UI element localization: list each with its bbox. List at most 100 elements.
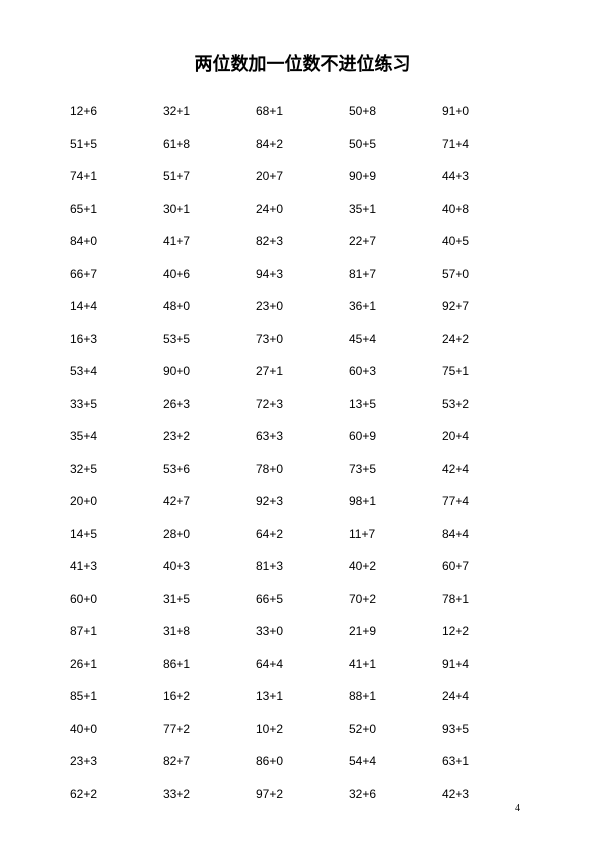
problem-cell: 84+4 xyxy=(442,527,535,541)
problem-cell: 28+0 xyxy=(163,527,256,541)
problem-cell: 32+5 xyxy=(70,462,163,476)
problem-cell: 75+1 xyxy=(442,364,535,378)
problem-cell: 93+5 xyxy=(442,722,535,736)
problem-cell: 78+0 xyxy=(256,462,349,476)
problem-row: 40+077+210+252+093+5 xyxy=(70,722,535,736)
problem-cell: 32+1 xyxy=(163,104,256,118)
problem-cell: 68+1 xyxy=(256,104,349,118)
problem-cell: 26+1 xyxy=(70,657,163,671)
problem-cell: 42+7 xyxy=(163,494,256,508)
problem-cell: 51+7 xyxy=(163,169,256,183)
problem-row: 32+553+678+073+542+4 xyxy=(70,462,535,476)
problem-cell: 40+0 xyxy=(70,722,163,736)
problem-cell: 50+5 xyxy=(349,137,442,151)
problem-cell: 94+3 xyxy=(256,267,349,281)
problem-cell: 35+4 xyxy=(70,429,163,443)
page-title: 两位数加一位数不进位练习 xyxy=(70,50,535,76)
problem-cell: 45+4 xyxy=(349,332,442,346)
problem-cell: 86+1 xyxy=(163,657,256,671)
problem-cell: 60+0 xyxy=(70,592,163,606)
problem-row: 35+423+263+360+920+4 xyxy=(70,429,535,443)
problem-cell: 20+4 xyxy=(442,429,535,443)
problem-cell: 74+1 xyxy=(70,169,163,183)
problem-cell: 21+9 xyxy=(349,624,442,638)
problem-cell: 65+1 xyxy=(70,202,163,216)
problem-cell: 50+8 xyxy=(349,104,442,118)
problem-cell: 42+3 xyxy=(442,787,535,801)
problem-cell: 84+0 xyxy=(70,234,163,248)
page-number: 4 xyxy=(515,803,520,814)
problem-cell: 36+1 xyxy=(349,299,442,313)
problem-row: 87+131+833+021+912+2 xyxy=(70,624,535,638)
problem-cell: 13+5 xyxy=(349,397,442,411)
problem-cell: 26+3 xyxy=(163,397,256,411)
problem-cell: 40+2 xyxy=(349,559,442,573)
problem-row: 16+353+573+045+424+2 xyxy=(70,332,535,346)
problem-cell: 22+7 xyxy=(349,234,442,248)
problem-cell: 82+7 xyxy=(163,754,256,768)
problem-cell: 63+1 xyxy=(442,754,535,768)
problem-cell: 16+3 xyxy=(70,332,163,346)
problem-cell: 78+1 xyxy=(442,592,535,606)
problem-cell: 61+8 xyxy=(163,137,256,151)
problem-row: 65+130+124+035+140+8 xyxy=(70,202,535,216)
problem-cell: 85+1 xyxy=(70,689,163,703)
problem-cell: 33+2 xyxy=(163,787,256,801)
problem-row: 23+382+786+054+463+1 xyxy=(70,754,535,768)
problem-cell: 23+2 xyxy=(163,429,256,443)
problem-cell: 14+5 xyxy=(70,527,163,541)
problem-cell: 53+4 xyxy=(70,364,163,378)
problem-cell: 31+5 xyxy=(163,592,256,606)
problem-row: 85+116+213+188+124+4 xyxy=(70,689,535,703)
problem-cell: 87+1 xyxy=(70,624,163,638)
worksheet-page: 两位数加一位数不进位练习 12+632+168+150+891+051+561+… xyxy=(0,0,595,849)
problem-row: 20+042+792+398+177+4 xyxy=(70,494,535,508)
problem-cell: 41+1 xyxy=(349,657,442,671)
problem-cell: 64+2 xyxy=(256,527,349,541)
problem-row: 66+740+694+381+757+0 xyxy=(70,267,535,281)
problem-cell: 60+9 xyxy=(349,429,442,443)
problem-cell: 40+5 xyxy=(442,234,535,248)
problem-cell: 91+4 xyxy=(442,657,535,671)
problem-cell: 23+0 xyxy=(256,299,349,313)
problem-row: 84+041+782+322+740+5 xyxy=(70,234,535,248)
problem-cell: 53+2 xyxy=(442,397,535,411)
problem-cell: 14+4 xyxy=(70,299,163,313)
problem-row: 41+340+381+340+260+7 xyxy=(70,559,535,573)
problem-row: 74+151+720+790+944+3 xyxy=(70,169,535,183)
problem-cell: 23+3 xyxy=(70,754,163,768)
problem-cell: 90+0 xyxy=(163,364,256,378)
problem-cell: 24+2 xyxy=(442,332,535,346)
problem-cell: 57+0 xyxy=(442,267,535,281)
problem-cell: 16+2 xyxy=(163,689,256,703)
problem-cell: 42+4 xyxy=(442,462,535,476)
problem-cell: 70+2 xyxy=(349,592,442,606)
problem-cell: 60+7 xyxy=(442,559,535,573)
problem-cell: 82+3 xyxy=(256,234,349,248)
problem-cell: 52+0 xyxy=(349,722,442,736)
problem-row: 12+632+168+150+891+0 xyxy=(70,104,535,118)
problem-cell: 33+5 xyxy=(70,397,163,411)
problem-cell: 30+1 xyxy=(163,202,256,216)
problems-grid: 12+632+168+150+891+051+561+884+250+571+4… xyxy=(70,104,535,819)
problem-cell: 81+3 xyxy=(256,559,349,573)
problem-cell: 73+0 xyxy=(256,332,349,346)
problem-cell: 31+8 xyxy=(163,624,256,638)
problem-cell: 84+2 xyxy=(256,137,349,151)
problem-cell: 66+7 xyxy=(70,267,163,281)
problem-cell: 40+8 xyxy=(442,202,535,216)
problem-cell: 81+7 xyxy=(349,267,442,281)
problem-cell: 64+4 xyxy=(256,657,349,671)
problem-cell: 20+0 xyxy=(70,494,163,508)
problem-cell: 41+3 xyxy=(70,559,163,573)
problem-cell: 77+4 xyxy=(442,494,535,508)
problem-row: 14+448+023+036+192+7 xyxy=(70,299,535,313)
problem-cell: 12+6 xyxy=(70,104,163,118)
problem-row: 26+186+164+441+191+4 xyxy=(70,657,535,671)
problem-cell: 41+7 xyxy=(163,234,256,248)
problem-cell: 62+2 xyxy=(70,787,163,801)
problem-cell: 66+5 xyxy=(256,592,349,606)
problem-cell: 32+6 xyxy=(349,787,442,801)
problem-cell: 91+0 xyxy=(442,104,535,118)
problem-cell: 10+2 xyxy=(256,722,349,736)
